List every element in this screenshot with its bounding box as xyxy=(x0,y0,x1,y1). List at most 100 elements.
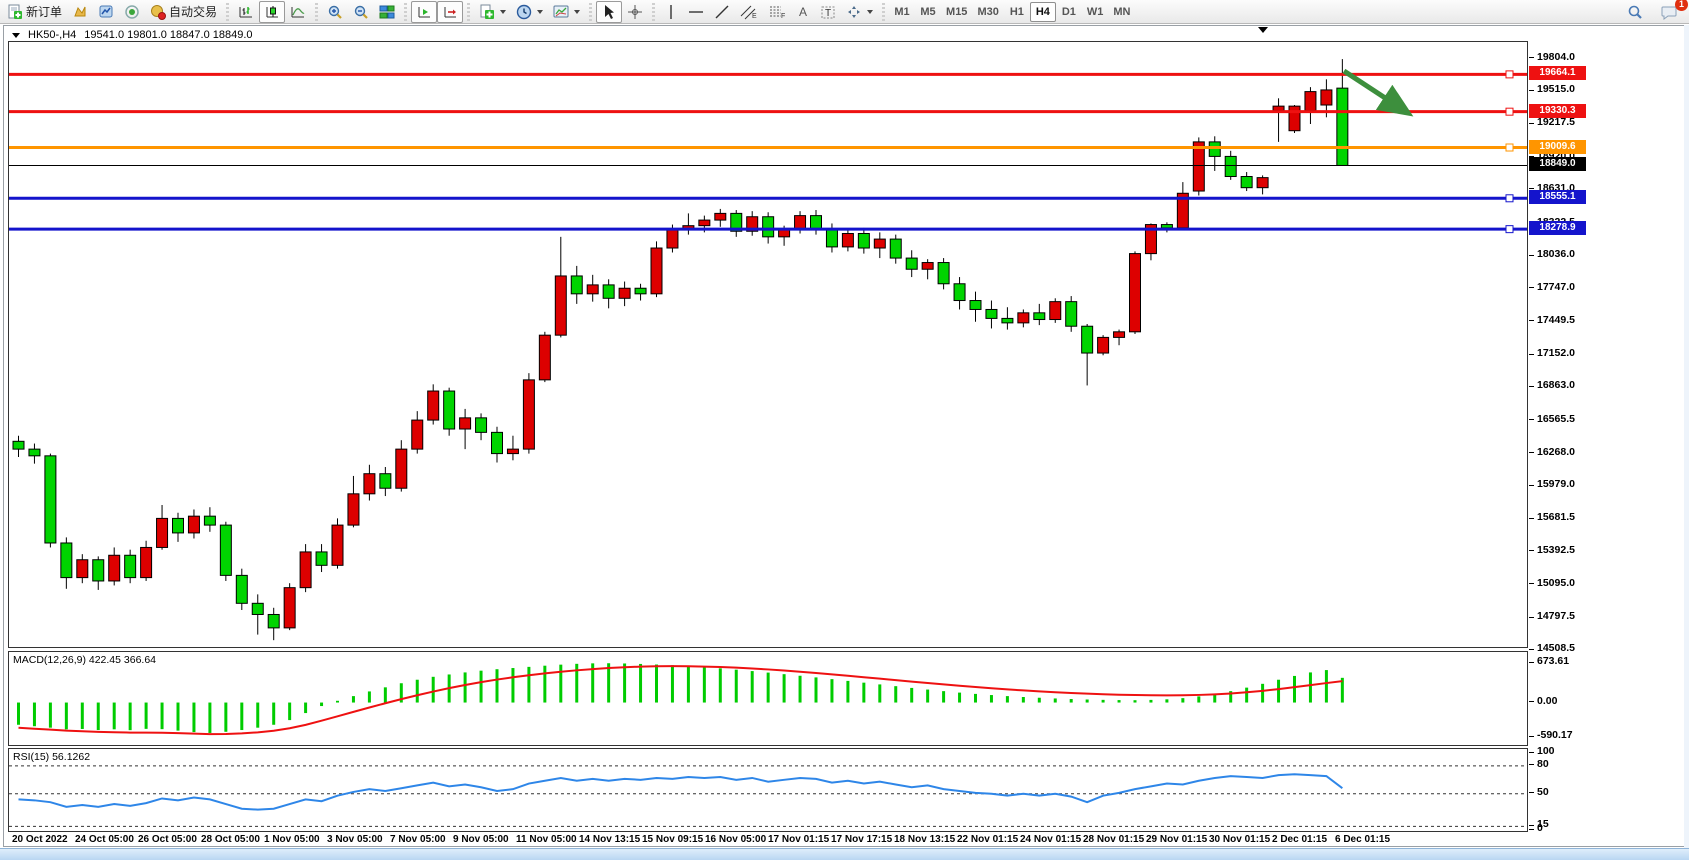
candlestick-button[interactable] xyxy=(259,0,286,23)
macd-label: MACD(12,26,9) 422.45 366.64 xyxy=(13,654,157,666)
trend-arrow-annotation[interactable] xyxy=(1342,68,1414,117)
rsi-panel: RSI(15) 56.1262 xyxy=(8,748,1528,832)
timeframe-group: M1 M5 M15 M30 H1 H4 D1 W1 MN xyxy=(889,0,1135,24)
macd-histogram xyxy=(17,663,1344,733)
candles-series xyxy=(12,59,1349,641)
macd-panel: MACD(12,26,9) 422.45 366.64 xyxy=(8,651,1528,746)
line-handle[interactable] xyxy=(1505,194,1514,203)
new-order-button[interactable]: 新订单 xyxy=(2,1,67,23)
channel-button[interactable]: E xyxy=(735,1,763,23)
text-label-button[interactable]: T xyxy=(815,1,841,23)
rsi-chart xyxy=(9,765,1527,827)
timeframe-M15[interactable]: M15 xyxy=(941,2,972,22)
zoom-in-button[interactable] xyxy=(322,1,348,23)
trendline-button[interactable] xyxy=(709,1,735,23)
main-chart-panel xyxy=(8,41,1528,648)
fibonacci-button[interactable]: F xyxy=(763,1,791,23)
timeframe-M1[interactable]: M1 xyxy=(889,2,915,22)
candlestick-icon xyxy=(264,4,280,20)
candlestick-chart xyxy=(9,59,1527,641)
timeframe-H4[interactable]: H4 xyxy=(1029,1,1056,22)
horizontal-line-button[interactable] xyxy=(683,1,709,23)
cursor-button[interactable] xyxy=(596,0,623,23)
autotrading-label: 自动交易 xyxy=(169,5,218,19)
line-chart-button[interactable] xyxy=(285,1,311,23)
toolbar-grip[interactable] xyxy=(880,2,888,21)
timeframe-M5[interactable]: M5 xyxy=(915,2,941,22)
vertical-line-button[interactable] xyxy=(659,1,683,23)
auto-scroll-button[interactable] xyxy=(411,0,438,23)
trendline-icon xyxy=(714,4,730,20)
text-label-icon: T xyxy=(820,4,836,20)
periods-dropdown-icon xyxy=(537,9,544,14)
periods-clock-icon xyxy=(516,4,532,20)
toolbar-grip[interactable] xyxy=(650,2,658,21)
new-order-icon xyxy=(7,4,23,20)
new-order-label: 新订单 xyxy=(26,5,63,19)
search-icon xyxy=(1627,4,1643,20)
line-handle[interactable] xyxy=(1505,143,1514,152)
toolbar-grip[interactable] xyxy=(224,2,232,21)
arrows-dropdown-icon xyxy=(867,9,874,14)
zoom-out-button[interactable] xyxy=(348,1,374,23)
line-handle[interactable] xyxy=(1505,225,1514,234)
chart-ohlc-values: 19541.0 19801.0 18847.0 18849.0 xyxy=(84,29,253,41)
scrollbar-strip[interactable] xyxy=(1684,25,1689,848)
signals-button[interactable] xyxy=(119,1,145,23)
chart-symbol-period: HK50-,H4 xyxy=(28,29,77,41)
indicators-button[interactable] xyxy=(474,1,511,23)
text-button[interactable]: A xyxy=(791,1,815,23)
arrows-icon xyxy=(846,4,862,20)
crosshair-button[interactable] xyxy=(622,1,648,23)
notification-badge: 1 xyxy=(1675,0,1688,11)
timeframe-D1[interactable]: D1 xyxy=(1056,2,1082,22)
notifications-button[interactable]: 1 xyxy=(1656,0,1688,23)
rsi-line xyxy=(18,773,1343,811)
auto-scroll-icon xyxy=(416,4,432,20)
macd-signal-line xyxy=(18,665,1343,736)
search-button[interactable] xyxy=(1622,1,1648,23)
chart-shift-icon xyxy=(442,4,458,20)
line-handle[interactable] xyxy=(1505,70,1514,79)
macd-chart xyxy=(17,663,1344,736)
periods-button[interactable] xyxy=(511,1,548,23)
chart-menu-icon[interactable] xyxy=(12,32,20,38)
channel-icon: E xyxy=(740,4,758,20)
signals-icon xyxy=(124,4,140,20)
data-window-button[interactable] xyxy=(93,1,119,23)
chart-shift-button[interactable] xyxy=(437,0,464,23)
toolbar-grip[interactable] xyxy=(587,2,595,21)
market-watch-icon xyxy=(72,4,88,20)
horizontal-line-icon xyxy=(688,4,704,20)
autotrading-icon xyxy=(150,4,167,20)
arrows-button[interactable] xyxy=(841,1,878,23)
cursor-icon xyxy=(601,4,617,20)
bar-chart-button[interactable] xyxy=(233,1,259,23)
tile-windows-button[interactable] xyxy=(374,1,400,23)
price-marker-icon xyxy=(1258,27,1268,33)
svg-text:T: T xyxy=(825,8,831,19)
indicators-dropdown-icon xyxy=(500,9,507,14)
timeframe-MN[interactable]: MN xyxy=(1108,2,1135,22)
indicators-icon xyxy=(479,4,495,20)
toolbar-grip[interactable] xyxy=(465,2,473,21)
svg-text:A: A xyxy=(799,5,807,19)
svg-text:E: E xyxy=(752,13,757,20)
zoom-in-icon xyxy=(327,4,343,20)
toolbar-grip[interactable] xyxy=(402,2,410,21)
svg-text:F: F xyxy=(781,13,785,20)
text-icon: A xyxy=(796,4,810,20)
toolbar-grip[interactable] xyxy=(313,2,321,21)
timeframe-M30[interactable]: M30 xyxy=(972,2,1003,22)
taskbar-strip xyxy=(0,848,1689,860)
fibonacci-icon: F xyxy=(768,4,786,20)
line-handle[interactable] xyxy=(1505,107,1514,116)
timeframe-W1[interactable]: W1 xyxy=(1082,2,1109,22)
templates-button[interactable] xyxy=(548,1,585,23)
timeframe-H1[interactable]: H1 xyxy=(1004,2,1030,22)
market-watch-button[interactable] xyxy=(67,1,93,23)
autotrading-button[interactable]: 自动交易 xyxy=(145,1,222,23)
chart-title: HK50-,H4 19541.0 19801.0 18847.0 18849.0 xyxy=(12,28,253,42)
tile-windows-icon xyxy=(379,4,395,20)
zoom-out-icon xyxy=(353,4,369,20)
